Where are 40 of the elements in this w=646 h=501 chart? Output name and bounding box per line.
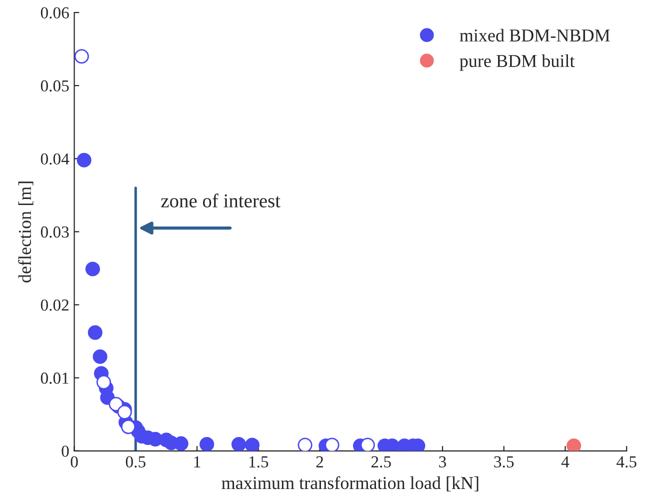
point: [92, 349, 108, 364]
point: [74, 49, 89, 64]
point: [88, 325, 102, 340]
point: [324, 438, 340, 451]
legend-label: pure BDM built: [460, 54, 575, 71]
point: [200, 437, 214, 451]
point: [384, 438, 400, 451]
point: [360, 438, 375, 451]
point: [244, 438, 260, 451]
x-tick-label: 1: [194, 456, 200, 468]
x-tick-label: 3.5: [494, 456, 514, 468]
point: [121, 420, 136, 434]
y-tick-label: 0.03: [40, 226, 69, 238]
y-axis-title: deflection [m]: [18, 182, 34, 282]
y-tick-label: 0.06: [40, 7, 69, 19]
y-tick-label: 0.04: [40, 153, 70, 165]
y-tick-label: 0.05: [40, 80, 69, 92]
point: [174, 436, 188, 451]
point: [85, 262, 100, 276]
point: [410, 438, 426, 451]
point: [76, 152, 92, 168]
point: [108, 396, 124, 412]
y-tick-label: 0: [62, 446, 69, 457]
x-axis-title: maximum transformation load [kN]: [222, 476, 478, 492]
x-tick-label: 0: [70, 456, 78, 468]
annotation: zone of interest: [161, 194, 280, 208]
x-tick-label: 4: [561, 456, 570, 468]
x-tick-label: 1.5: [249, 456, 268, 468]
x-tick-label: 3: [439, 456, 446, 468]
y-tick-label: 0.01: [40, 372, 68, 384]
legend-label: mixed BDM-NBDM: [460, 28, 610, 42]
x-tick-label: 4.5: [616, 456, 636, 468]
x-tick-label: 0.5: [126, 456, 146, 468]
x-tick-label: 2: [316, 456, 324, 468]
point: [566, 438, 582, 451]
x-tick-label: 2.5: [371, 456, 391, 468]
point: [96, 374, 112, 390]
y-tick-label: 0.02: [40, 299, 69, 311]
point: [231, 437, 246, 451]
point: [117, 404, 132, 420]
